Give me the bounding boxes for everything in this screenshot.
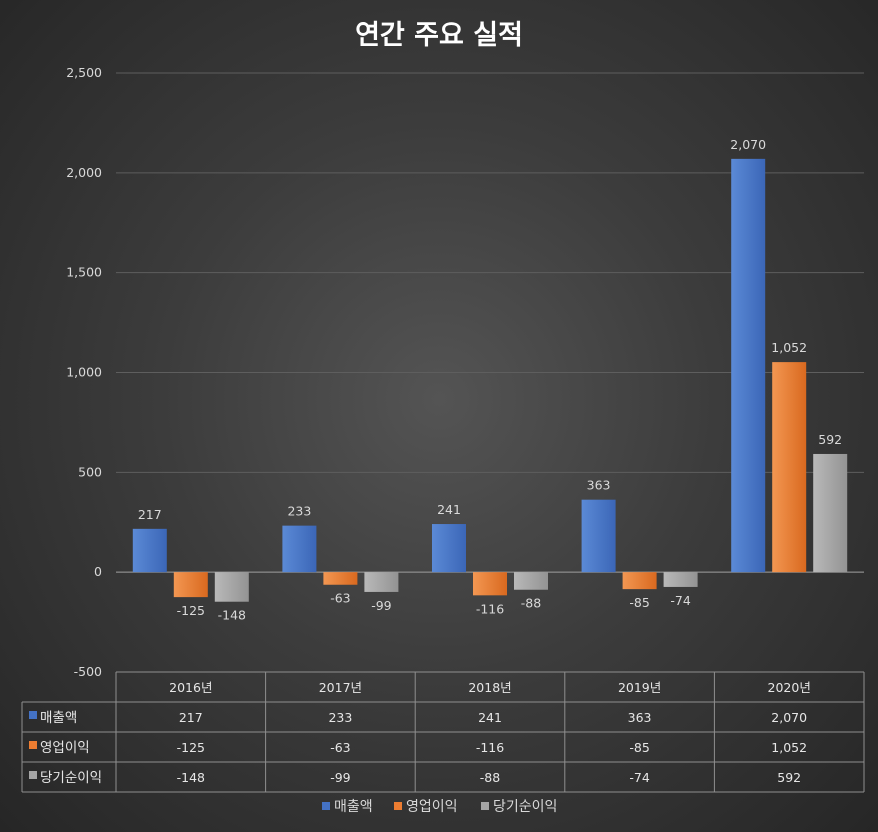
legend-label: 매출액 [334, 799, 373, 815]
table-cell: 1,052 [771, 740, 807, 755]
bar-영업이익-2020년 [772, 362, 807, 573]
table-cell: -63 [330, 740, 350, 755]
data-label: -99 [371, 598, 391, 613]
data-label: 233 [287, 504, 311, 519]
bar-매출액-2018년 [432, 524, 466, 573]
bar-영업이익-2018년 [473, 572, 507, 596]
bar-당기순이익-2020년 [813, 453, 848, 573]
bar-당기순이익-2017년 [364, 572, 399, 592]
bar-당기순이익-2016년 [214, 572, 249, 602]
chart-title: 연간 주요 실적 [355, 20, 523, 51]
data-label: -125 [177, 603, 205, 618]
table-cell: -99 [330, 770, 350, 785]
table-cell: 2,070 [771, 710, 807, 725]
legend-key [394, 802, 402, 810]
table-header-cell: 2016년 [169, 680, 212, 695]
legend-key [322, 802, 330, 810]
bar-영업이익-2019년 [622, 572, 657, 590]
table-row-label: 당기순이익 [40, 770, 102, 786]
bar-매출액-2020년 [731, 158, 766, 573]
table-cell: 241 [478, 710, 502, 725]
bar-당기순이익-2018년 [514, 572, 548, 590]
table-cell: -85 [629, 740, 649, 755]
data-label: 2,070 [730, 137, 766, 152]
data-label: 592 [818, 432, 842, 447]
table-cell: 592 [777, 770, 801, 785]
data-label: -116 [476, 601, 504, 616]
legend-label: 당기순이익 [493, 799, 557, 815]
table-legend-key [29, 771, 37, 779]
data-label: -85 [629, 595, 649, 610]
table-cell: -88 [480, 770, 500, 785]
bar-영업이익-2016년 [173, 572, 208, 598]
data-label: -88 [521, 596, 541, 611]
data-label: -74 [670, 593, 690, 608]
data-label: 241 [437, 502, 461, 517]
legend-label: 영업이익 [406, 799, 458, 815]
y-tick-label: 1,000 [66, 365, 102, 380]
y-tick-label: 0 [94, 564, 102, 579]
table-legend-key [29, 741, 37, 749]
table-header-cell: 2017년 [319, 680, 362, 695]
bar-매출액-2019년 [581, 499, 616, 573]
legend-key [481, 802, 489, 810]
y-tick-label: 2,500 [66, 65, 102, 80]
table-cell: 363 [628, 710, 652, 725]
y-tick-label: 1,500 [66, 265, 102, 280]
y-tick-label: 500 [78, 464, 102, 479]
table-cell: -125 [177, 740, 205, 755]
y-tick-label: 2,000 [66, 165, 102, 180]
table-row-label: 영업이익 [40, 740, 90, 756]
y-tick-label: -500 [74, 664, 102, 679]
table-legend-key [29, 711, 37, 719]
data-label: -148 [218, 608, 246, 623]
table-cell: 233 [328, 710, 352, 725]
table-header-cell: 2019년 [618, 680, 661, 695]
table-row-label: 매출액 [40, 710, 77, 726]
table-cell: -74 [629, 770, 649, 785]
data-label: 363 [587, 478, 611, 493]
table-header-cell: 2018년 [468, 680, 511, 695]
bar-매출액-2017년 [282, 525, 317, 573]
table-cell: -148 [177, 770, 205, 785]
table-cell: 217 [179, 710, 203, 725]
bar-영업이익-2017년 [323, 572, 358, 585]
data-label: 217 [138, 507, 162, 522]
data-label: 1,052 [771, 340, 807, 355]
bar-당기순이익-2019년 [663, 572, 698, 587]
bar-매출액-2016년 [132, 528, 167, 573]
table-cell: -116 [476, 740, 504, 755]
data-label: -63 [330, 591, 350, 606]
table-header-cell: 2020년 [768, 680, 811, 695]
